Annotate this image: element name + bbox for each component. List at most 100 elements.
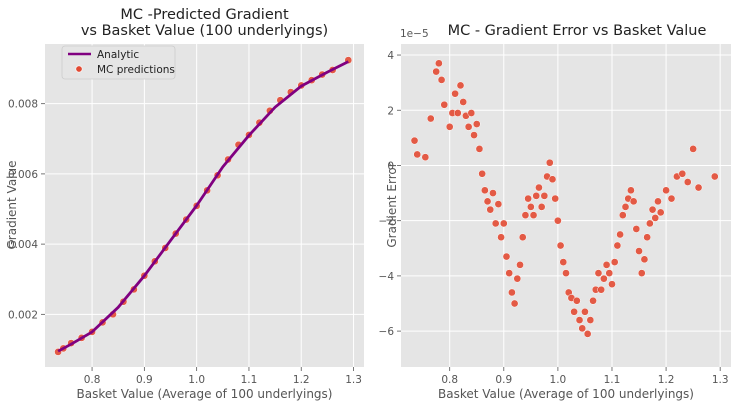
scatter-point <box>602 261 611 269</box>
scatter-point <box>689 145 697 153</box>
x-tick-label: 1.1 <box>604 374 621 386</box>
right-plot-area <box>401 44 731 367</box>
left-y-ticks: 0.002 0.004 0.006 0.008 <box>8 99 45 321</box>
scatter-point <box>486 205 495 214</box>
scatter-point <box>451 89 459 98</box>
scatter-point <box>618 211 627 220</box>
scatter-point <box>437 76 446 84</box>
x-tick-label: 1.2 <box>293 374 310 386</box>
scatter-point <box>583 330 592 338</box>
scatter-point <box>524 194 532 203</box>
scatter-point <box>413 150 422 159</box>
scatter-point <box>526 203 535 211</box>
x-tick-label: 0.9 <box>495 374 512 386</box>
scatter-point <box>510 299 519 308</box>
scatter-point <box>694 183 703 192</box>
scatter-point <box>456 81 465 90</box>
y-tick-label: 4 <box>387 50 394 62</box>
scatter-point <box>662 186 670 195</box>
x-tick-label: 1.1 <box>241 374 258 386</box>
scatter-point <box>505 269 514 277</box>
scatter-point <box>581 307 589 316</box>
scatter-point <box>667 194 676 203</box>
scatter-point <box>572 296 581 305</box>
left-chart-title-line-1: MC -Predicted Gradient <box>120 7 289 23</box>
scatter-point <box>678 169 687 178</box>
scatter-point <box>426 114 435 123</box>
scatter-point <box>608 280 616 289</box>
scatter-point <box>470 131 478 139</box>
scatter-point <box>513 274 522 283</box>
left-series-layer <box>54 56 353 356</box>
left-chart-panel: 0.8 0.9 1.0 1.1 1.2 1.3 0.0020.0040.0060.008 … <box>5 7 364 401</box>
right-chart-panel: 0.8 0.9 1.0 1.1 1.2 1.3 4 2 0 −2 −4 −6 MC - Gradie… <box>379 23 731 401</box>
x-tick-label: 1.0 <box>188 374 205 386</box>
analytic-line <box>57 60 349 353</box>
scatter-point <box>478 169 486 178</box>
scatter-point <box>472 120 481 128</box>
scatter-point <box>556 241 565 250</box>
scatter-point <box>578 324 587 333</box>
x-tick-label: 0.8 <box>441 374 458 386</box>
scatter-point <box>646 219 654 228</box>
y-tick-label: −4 <box>379 271 395 283</box>
scatter-point <box>445 122 454 131</box>
scatter-point <box>464 122 473 131</box>
left-x-axis-label: Basket Value (Average of 100 underlyings… <box>77 387 333 401</box>
scatter-point <box>648 205 657 214</box>
scatter-point <box>421 153 430 162</box>
scatter-point <box>410 136 419 145</box>
right-y-ticks: 4 2 0 −2 −4 −6 <box>379 50 401 338</box>
legend-entry-analytic: Analytic <box>97 49 139 61</box>
scatter-point <box>586 316 595 324</box>
scatter-point <box>610 258 619 266</box>
left-y-axis-label: Gradient Value <box>5 161 19 250</box>
scatter-point <box>629 197 638 206</box>
scatter-point <box>627 186 635 195</box>
scatter-point <box>640 255 649 264</box>
y-tick-label: 0.002 <box>8 309 38 321</box>
left-plot-area <box>45 44 364 367</box>
scatter-point <box>508 288 516 297</box>
scatter-point <box>483 197 492 206</box>
scatter-point <box>432 67 441 76</box>
y-tick-label: 0.006 <box>8 169 38 181</box>
scatter-point <box>632 225 641 233</box>
scatter-point <box>545 158 554 167</box>
scatter-point <box>548 175 557 184</box>
scatter-point <box>562 269 570 277</box>
scatter-point <box>605 269 614 277</box>
left-gridlines <box>45 44 364 367</box>
left-chart-title-line-2: vs Basket Value (100 underlyings) <box>81 23 328 39</box>
scatter-point <box>459 98 468 106</box>
right-y-scale-label: 1e−5 <box>400 28 429 40</box>
scatter-point <box>440 100 449 109</box>
scatter-point <box>551 194 560 203</box>
scatter-point <box>481 186 489 195</box>
scatter-point <box>597 285 606 294</box>
y-tick-label: 0.004 <box>8 239 38 251</box>
x-tick-label: 0.8 <box>84 374 101 386</box>
right-series-layer <box>410 59 719 338</box>
scatter-point <box>516 261 524 269</box>
scatter-point <box>521 211 530 220</box>
scatter-point <box>529 211 538 220</box>
scatter-point <box>435 59 443 68</box>
scatter-point <box>635 247 643 255</box>
y-tick-label: −2 <box>379 216 394 228</box>
scatter-point <box>637 269 646 277</box>
scatter-point <box>554 216 562 225</box>
scatter-point <box>540 191 549 200</box>
left-legend: Analytic MC predictions <box>61 45 176 80</box>
scatter-point <box>489 189 497 197</box>
scatter-point <box>537 203 546 211</box>
scatter-point <box>600 274 608 283</box>
scatter-point <box>654 197 662 206</box>
legend-entry-mc-predictions: MC predictions <box>97 64 175 76</box>
scatter-point <box>613 241 622 250</box>
scatter-point <box>535 183 543 192</box>
scatter-point <box>651 214 660 222</box>
x-tick-label: 1.3 <box>712 374 729 386</box>
scatter-point <box>502 252 511 261</box>
